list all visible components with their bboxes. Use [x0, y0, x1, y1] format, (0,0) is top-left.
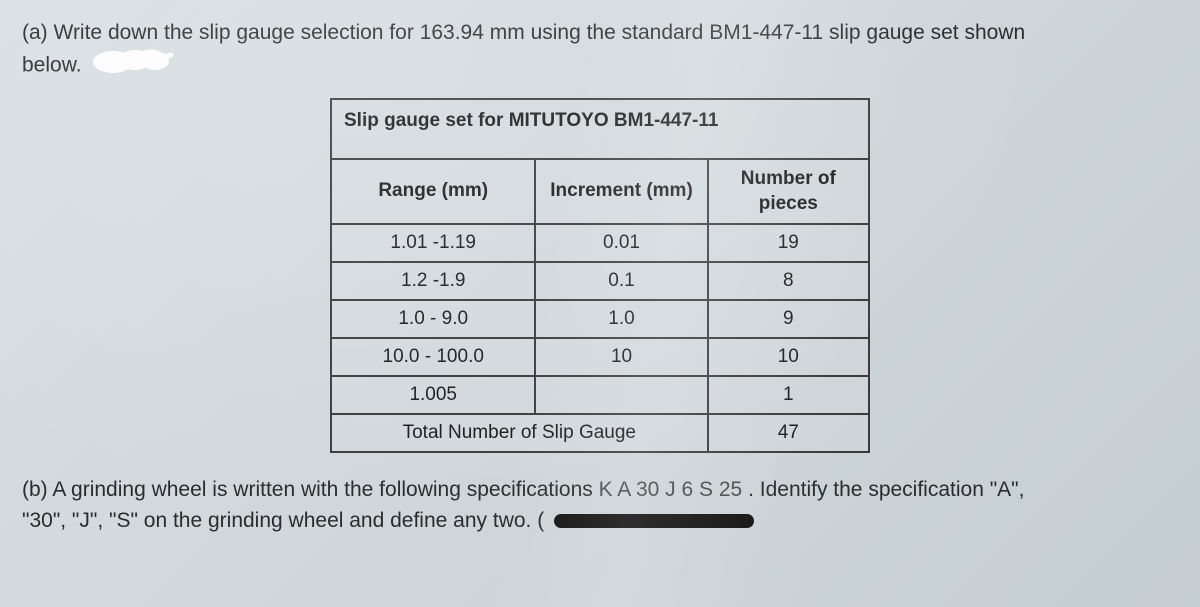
cell-inc: 1.0 [535, 300, 707, 338]
cell-range: 1.0 - 9.0 [331, 300, 535, 338]
cell-num: 9 [708, 300, 869, 338]
qa-setname: BM1-447-11 [709, 21, 823, 44]
cell-inc: 0.1 [535, 262, 707, 300]
qb-spec: K A 30 J 6 S 25 [599, 478, 743, 501]
qa-prefix: (a) Write down the slip gauge selection … [22, 21, 420, 44]
table-header-row: Range (mm) Increment (mm) Number of piec… [331, 159, 869, 224]
table-total-row: Total Number of Slip Gauge 47 [331, 414, 869, 452]
question-b-text: (b) A grinding wheel is written with the… [22, 475, 1178, 536]
col-header-range: Range (mm) [331, 159, 535, 224]
qb-line2a: "30", "J", "S" on the grinding wheel and… [22, 509, 544, 532]
qa-value: 163.94 mm [420, 21, 525, 44]
cell-inc: 10 [535, 338, 707, 376]
qb-line1b: . Identify the specification "A", [748, 478, 1024, 501]
total-label: Total Number of Slip Gauge [331, 414, 708, 452]
cell-range: 1.01 -1.19 [331, 224, 535, 262]
redaction-bar [554, 514, 754, 528]
table-row: 10.0 - 100.0 10 10 [331, 338, 869, 376]
table-row: 1.005 1 [331, 376, 869, 414]
slip-gauge-table-container: Slip gauge set for MITUTOYO BM1-447-11 R… [330, 98, 870, 453]
cell-range: 1.005 [331, 376, 535, 414]
qb-line1a: (b) A grinding wheel is written with the… [22, 478, 599, 501]
qa-below: below. [22, 54, 82, 77]
qa-suffix: slip gauge set shown [829, 21, 1025, 44]
cell-range: 10.0 - 100.0 [331, 338, 535, 376]
cell-num: 19 [708, 224, 869, 262]
table-row: 1.01 -1.19 0.01 19 [331, 224, 869, 262]
cell-num: 1 [708, 376, 869, 414]
col-header-number: Number of pieces [708, 159, 869, 224]
table-row: 1.2 -1.9 0.1 8 [331, 262, 869, 300]
cell-num: 10 [708, 338, 869, 376]
cell-range: 1.2 -1.9 [331, 262, 535, 300]
col-header-increment: Increment (mm) [535, 159, 707, 224]
cell-inc: 0.01 [535, 224, 707, 262]
cell-num: 8 [708, 262, 869, 300]
table-row: 1.0 - 9.0 1.0 9 [331, 300, 869, 338]
table-caption: Slip gauge set for MITUTOYO BM1-447-11 [330, 98, 870, 158]
qa-mid: using the standard [531, 21, 710, 44]
total-value: 47 [708, 414, 869, 452]
slip-gauge-table: Slip gauge set for MITUTOYO BM1-447-11 R… [330, 98, 870, 453]
redaction-scribble [93, 48, 183, 83]
cell-inc [535, 376, 707, 414]
question-a-text: (a) Write down the slip gauge selection … [22, 18, 1178, 84]
